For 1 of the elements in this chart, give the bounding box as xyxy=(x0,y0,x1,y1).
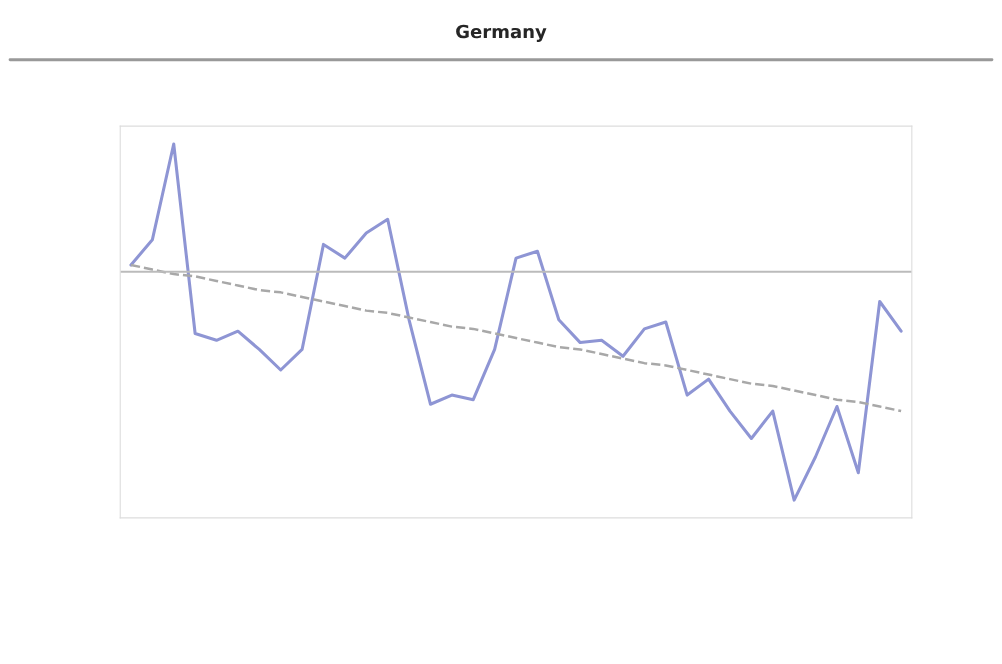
chart-title: Germany xyxy=(456,24,547,42)
